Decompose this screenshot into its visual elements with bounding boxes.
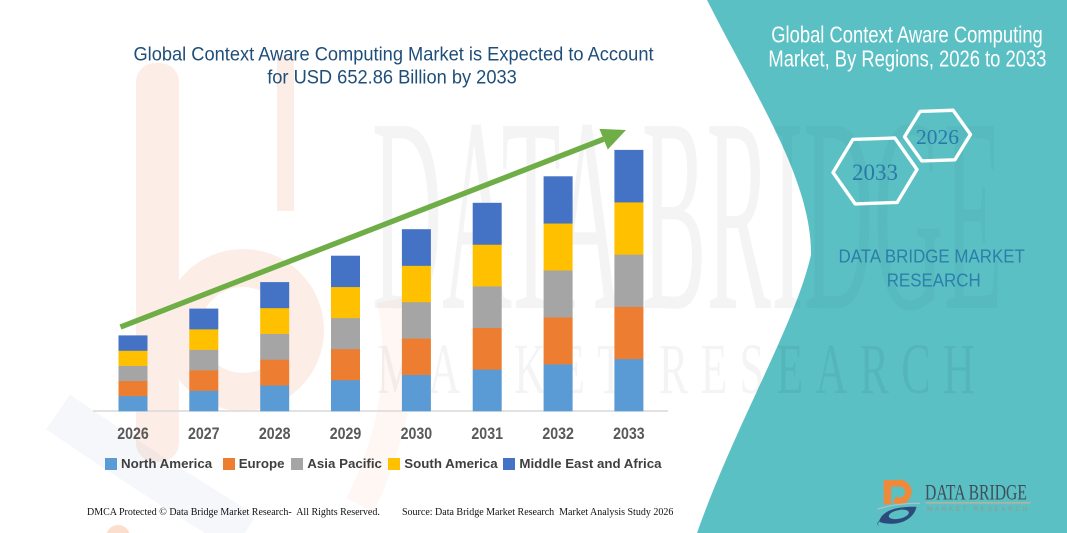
svg-text:2031: 2031 bbox=[471, 425, 503, 443]
svg-text:2026: 2026 bbox=[117, 425, 149, 443]
svg-text:2027: 2027 bbox=[188, 425, 220, 443]
svg-text:Global Context Aware Computing: Global Context Aware Computing bbox=[771, 23, 1043, 48]
svg-text:2032: 2032 bbox=[542, 425, 574, 443]
svg-text:RESEARCH: RESEARCH bbox=[887, 270, 981, 291]
svg-text:Market, By Regions, 2026 to 20: Market, By Regions, 2026 to 2033 bbox=[768, 47, 1046, 72]
svg-text:for USD 652.86 Billion by 2033: for USD 652.86 Billion by 2033 bbox=[267, 67, 517, 89]
svg-text:2029: 2029 bbox=[330, 425, 362, 443]
svg-text:2033: 2033 bbox=[613, 425, 645, 443]
svg-text:2026: 2026 bbox=[916, 125, 959, 149]
svg-text:2028: 2028 bbox=[259, 425, 291, 443]
svg-text:2033: 2033 bbox=[852, 160, 898, 185]
svg-text:DATA BRIDGE MARKET: DATA BRIDGE MARKET bbox=[839, 246, 1025, 267]
svg-text:Global Context Aware Computing: Global Context Aware Computing Market is… bbox=[133, 44, 654, 66]
svg-text:2030: 2030 bbox=[401, 425, 433, 443]
svg-text:DATA BRIDGE: DATA BRIDGE bbox=[925, 481, 1027, 505]
svg-text:MARKET RESEARCH: MARKET RESEARCH bbox=[927, 506, 1030, 513]
